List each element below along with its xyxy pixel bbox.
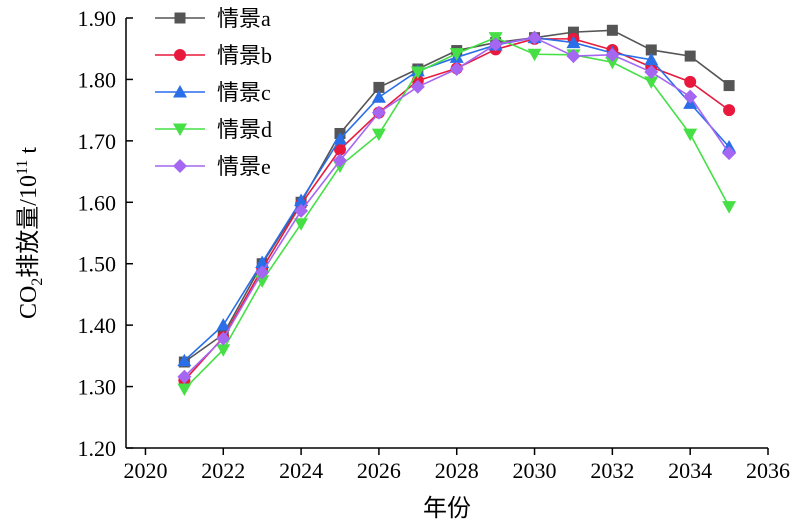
data-point	[216, 331, 231, 346]
data-point	[644, 52, 659, 66]
legend-marker	[173, 159, 187, 173]
y-axis-title-main: CO	[16, 286, 42, 319]
data-point	[216, 344, 231, 357]
data-point	[410, 66, 425, 80]
data-point	[644, 76, 659, 89]
data-point	[684, 50, 696, 62]
y-tick-label: 1.40	[78, 313, 117, 338]
legend-item-3: 情景c	[155, 80, 271, 105]
data-point	[527, 30, 542, 45]
data-point	[605, 56, 620, 70]
data-point	[255, 265, 270, 280]
y-axis-title-end: t	[16, 147, 42, 160]
x-tick-label: 2020	[123, 458, 167, 483]
data-point	[216, 318, 231, 331]
y-axis-title-middle: 排放量/10	[15, 175, 42, 278]
data-point	[645, 44, 657, 56]
data-point	[722, 146, 737, 161]
x-tick-label: 2022	[201, 458, 245, 483]
data-point	[683, 89, 698, 104]
data-point	[683, 128, 698, 142]
x-axis-title: 年份	[423, 495, 471, 522]
data-point	[644, 65, 659, 80]
data-point	[410, 79, 425, 94]
data-point	[177, 383, 192, 397]
axes: 2020 2022 2024 2026 2028 2030 2032 2034 2036 1.20…	[78, 6, 791, 483]
y-tick-label: 1.70	[78, 129, 117, 154]
legend-marker	[174, 12, 186, 24]
data-point	[177, 353, 192, 367]
y-tick-label: 1.50	[78, 252, 117, 277]
x-tick-label: 2024	[279, 458, 323, 483]
data-point	[294, 218, 309, 231]
x-tick-label: 2034	[668, 458, 712, 483]
data-point	[527, 48, 542, 62]
legend-label: 情景b	[217, 43, 272, 68]
data-point	[371, 105, 386, 120]
legend-item-2: 情景b	[155, 43, 272, 68]
x-tick-label: 2028	[435, 458, 479, 483]
data-point	[684, 75, 697, 88]
data-point	[371, 128, 386, 142]
y-tick-label: 1.30	[78, 375, 117, 400]
data-point	[488, 37, 503, 52]
data-point	[333, 153, 347, 168]
series-layer	[177, 24, 737, 397]
y-tick-label: 1.80	[78, 67, 117, 92]
y-tick-label: 1.90	[78, 6, 117, 31]
legend-item-1: 情景a	[155, 6, 271, 31]
legend: 情景a 情景b 情景c 情景d 情景e	[155, 6, 272, 179]
data-point	[255, 255, 270, 268]
data-point	[566, 35, 581, 49]
y-tick-label: 1.20	[78, 436, 117, 461]
data-point	[723, 104, 736, 117]
data-point	[449, 48, 464, 61]
x-tick-label: 2030	[513, 458, 557, 483]
legend-label: 情景d	[217, 117, 272, 142]
data-point	[294, 203, 309, 218]
y-tick-label: 1.60	[78, 190, 117, 215]
y-axis-title-subscript: 2	[29, 278, 46, 286]
y-axis-title-superscript: 11	[14, 160, 31, 175]
series-5	[177, 30, 737, 384]
legend-marker	[173, 123, 187, 136]
data-point	[606, 24, 618, 36]
legend-marker	[174, 49, 186, 61]
data-point	[723, 80, 735, 92]
legend-label: 情景e	[217, 154, 271, 179]
data-point	[334, 143, 346, 156]
x-tick-label: 2032	[590, 458, 634, 483]
legend-label: 情景c	[217, 80, 271, 105]
x-tick-label: 2036	[746, 458, 790, 483]
data-point	[567, 26, 579, 38]
data-point	[449, 61, 464, 76]
legend-marker	[173, 85, 187, 98]
data-point	[722, 201, 737, 214]
data-point	[177, 369, 192, 384]
data-point	[333, 132, 347, 145]
data-point	[294, 193, 309, 206]
y-axis-title: CO2排放量/1011 t	[14, 147, 46, 319]
data-point	[373, 81, 385, 93]
legend-item-4: 情景d	[155, 117, 272, 142]
x-tick-label: 2026	[357, 458, 401, 483]
data-point	[371, 90, 386, 103]
legend-item-5: 情景e	[155, 154, 271, 179]
data-point	[605, 47, 620, 62]
legend-label: 情景a	[217, 6, 271, 31]
data-point	[566, 49, 581, 64]
